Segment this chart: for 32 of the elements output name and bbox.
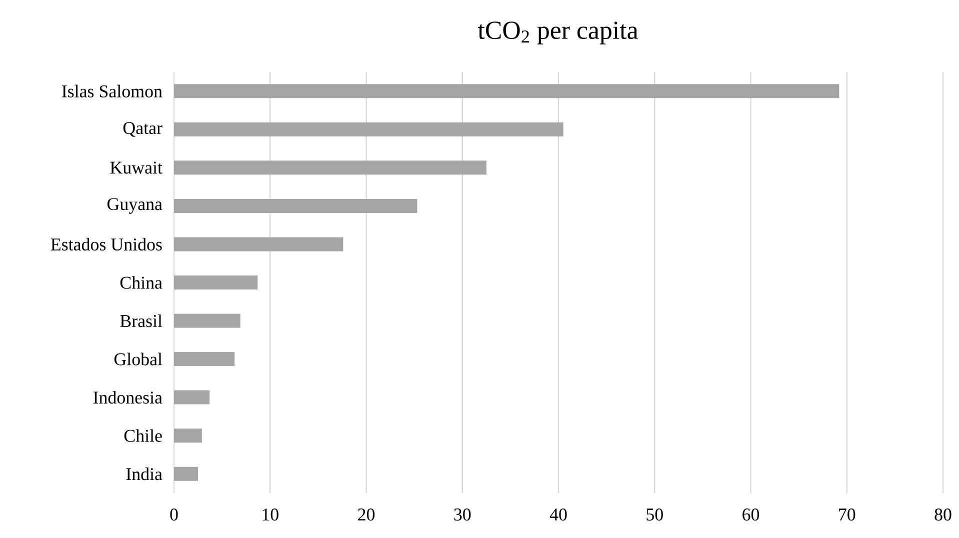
y-tick-label: Brasil <box>120 314 162 328</box>
x-tick-label: 0 <box>170 508 178 521</box>
bar <box>174 314 240 328</box>
x-tick-label: 50 <box>646 508 663 521</box>
y-tick-label: Indonesia <box>93 390 162 404</box>
y-tick-label: Islas Salomon <box>62 84 162 98</box>
y-tick-label: China <box>120 276 162 289</box>
bar <box>174 84 840 98</box>
bar <box>174 390 210 404</box>
x-tick-label: 80 <box>934 508 952 521</box>
chart-title: tCO$_{2}$ per capita <box>478 22 638 44</box>
y-tick-label: Guyana <box>107 198 162 214</box>
bar <box>174 160 486 175</box>
bar <box>174 428 202 443</box>
y-tick-label: Qatar <box>123 122 162 137</box>
bar <box>174 275 258 290</box>
x-tick-label: 70 <box>839 508 856 521</box>
bar <box>174 122 564 136</box>
y-tick-label: Estados Unidos <box>50 238 162 251</box>
y-tick-label: Global <box>114 352 162 366</box>
y-tick-label: India <box>126 468 162 480</box>
y-tick-label: Kuwait <box>110 162 162 174</box>
y-tick-label: Chile <box>124 429 162 442</box>
x-tick-label: 30 <box>454 508 471 521</box>
bar <box>174 237 344 252</box>
bar <box>174 352 235 366</box>
bar <box>174 466 198 481</box>
x-tick-label: 10 <box>262 508 278 521</box>
x-tick-label: 40 <box>550 508 567 521</box>
x-tick-label: 20 <box>358 508 375 521</box>
x-tick-label: 60 <box>742 508 760 521</box>
bar <box>174 198 418 213</box>
